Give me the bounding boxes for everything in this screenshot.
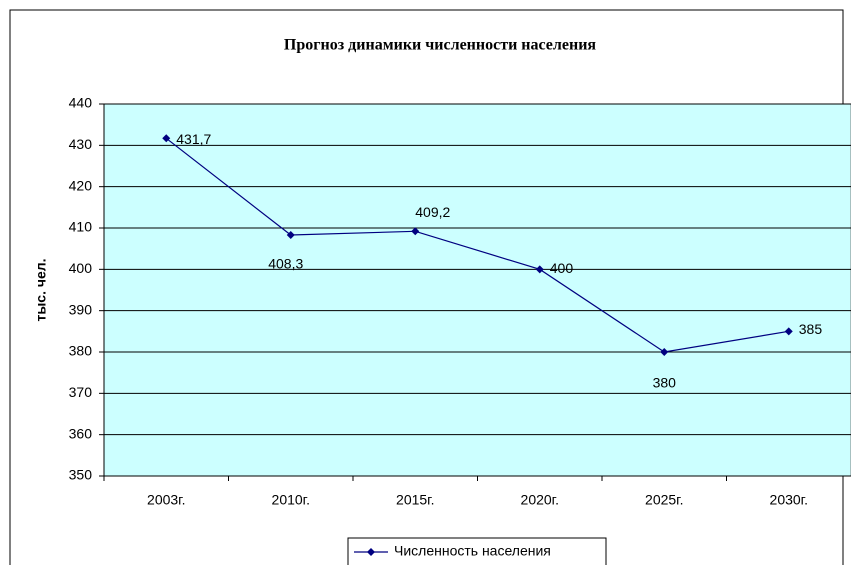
data-label: 431,7 — [176, 131, 211, 147]
x-tick-label: 2025г. — [645, 492, 683, 508]
data-label: 385 — [799, 321, 823, 337]
marker — [286, 231, 295, 240]
y-tick-label: 410 — [69, 219, 93, 235]
data-label: 380 — [653, 375, 677, 391]
x-tick-label: 2020г. — [521, 492, 559, 508]
y-tick-label: 440 — [69, 95, 93, 111]
data-label: 409,2 — [415, 204, 450, 220]
y-tick-label: 400 — [69, 260, 93, 276]
legend-box — [347, 537, 607, 565]
y-tick-label: 390 — [69, 301, 93, 317]
legend-label: Численность населения — [394, 543, 551, 559]
marker — [784, 327, 793, 336]
y-tick-label: 370 — [69, 384, 93, 400]
x-tick-label: 2015г. — [396, 492, 434, 508]
marker — [535, 265, 544, 274]
y-tick-label: 430 — [69, 136, 93, 152]
y-tick-label: 380 — [69, 343, 93, 359]
y-axis-label: тыс. чел. — [33, 258, 49, 321]
chart-title: Прогноз динамики численности населения — [284, 37, 597, 54]
legend-marker — [367, 548, 375, 556]
x-tick-label: 2010г. — [272, 492, 310, 508]
data-label: 400 — [550, 260, 574, 276]
y-tick-label: 420 — [69, 177, 93, 193]
line — [165, 137, 789, 353]
marker — [660, 348, 669, 356]
marker — [411, 227, 420, 236]
y-tick-label: 350 — [69, 467, 93, 483]
data-label: 408,3 — [268, 256, 303, 272]
x-tick-label: 2030г. — [770, 492, 808, 508]
x-tick-label: 2003г. — [147, 492, 185, 508]
plot-area — [103, 103, 851, 477]
marker — [162, 134, 171, 143]
y-tick-label: 360 — [69, 425, 93, 441]
